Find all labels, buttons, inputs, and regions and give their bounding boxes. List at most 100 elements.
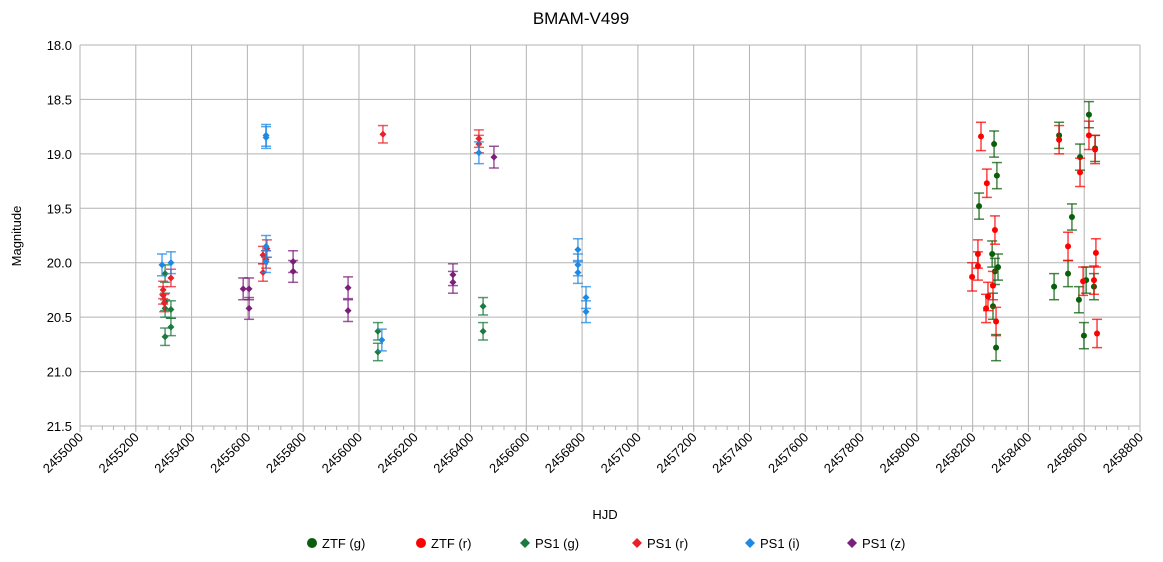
data-point: [1065, 243, 1072, 250]
data-point: [262, 131, 270, 139]
data-point: [993, 318, 1000, 325]
data-point: [378, 336, 386, 344]
data-point: [1075, 296, 1082, 303]
data-point: [245, 285, 253, 293]
data-point: [991, 227, 998, 234]
x-tick-label: 2455000: [40, 430, 86, 476]
data-point: [1051, 283, 1058, 290]
series-ps1-i: [157, 123, 592, 352]
y-tick-label: 18.5: [47, 92, 72, 107]
data-point: [1090, 277, 1097, 284]
x-tick-label: 2456600: [486, 430, 532, 476]
legend-marker: [416, 538, 426, 548]
y-tick-label: 18.0: [47, 38, 72, 53]
data-point: [1077, 169, 1084, 176]
data-point: [978, 133, 984, 140]
series-ztf-g: [974, 100, 1101, 362]
data-point: [1068, 213, 1075, 220]
x-axis-ticks: 2455000 2455200 2455400 2455600 2455800 24560…: [40, 430, 1146, 476]
data-point: [374, 348, 382, 356]
data-point: [379, 130, 387, 138]
data-point: [574, 269, 582, 277]
y-tick-label: 20.5: [47, 310, 72, 325]
data-point: [983, 180, 990, 187]
y-tick-label: 19.0: [47, 147, 72, 162]
y-tick-label: 21.5: [47, 419, 72, 434]
data-point: [167, 274, 175, 282]
x-tick-label: 2457800: [821, 430, 867, 476]
data-point: [1094, 330, 1101, 337]
x-tick-label: 2455400: [151, 430, 197, 476]
x-tick-label: 2458800: [1100, 430, 1146, 476]
data-point: [289, 267, 297, 275]
data-point: [239, 285, 247, 293]
legend-label: ZTF (r): [431, 536, 471, 551]
data-point: [983, 305, 990, 312]
data-point: [1085, 132, 1092, 139]
legend-marker: [632, 538, 642, 548]
x-tick-label: 2455600: [207, 430, 253, 476]
data-point: [969, 273, 976, 280]
data-point: [479, 327, 487, 335]
data-point: [167, 259, 175, 267]
x-tick-label: 2458000: [877, 430, 923, 476]
grid: [79, 44, 1141, 432]
x-tick-label: 2456200: [374, 430, 420, 476]
series-ps1-g: [160, 264, 489, 362]
data-point: [991, 141, 998, 148]
data-point: [259, 251, 267, 259]
data-point: [449, 278, 457, 286]
legend-label: PS1 (z): [862, 536, 905, 551]
legend-marker: [847, 538, 857, 548]
data-point: [1092, 249, 1099, 256]
y-axis-ticks: 18.0 18.5 19.0 19.5 20.0 20.5 21.0 21.5: [47, 38, 72, 434]
y-tick-label: 19.5: [47, 201, 72, 216]
x-tick-label: 2458600: [1044, 430, 1090, 476]
data-point: [1080, 332, 1087, 339]
legend-marker: [520, 538, 530, 548]
data-point: [974, 262, 981, 269]
data-point: [993, 344, 1000, 351]
data-point: [574, 246, 582, 254]
x-tick-label: 2457000: [598, 430, 644, 476]
data-point: [245, 304, 253, 312]
y-tick-label: 21.0: [47, 365, 72, 380]
data-point: [582, 308, 590, 316]
data-point: [1092, 146, 1099, 153]
data-point: [490, 153, 498, 161]
data-points: [157, 100, 1103, 362]
series-ztf-r: [967, 120, 1103, 349]
legend-label: PS1 (g): [535, 536, 579, 551]
x-tick-label: 2456400: [430, 430, 476, 476]
legend-label: ZTF (g): [322, 536, 365, 551]
data-point: [1065, 270, 1072, 277]
data-point: [160, 299, 168, 307]
x-tick-label: 2457200: [653, 430, 699, 476]
x-tick-label: 2458200: [932, 430, 978, 476]
x-axis-label: HJD: [592, 507, 617, 522]
y-axis-label: Magnitude: [9, 206, 24, 267]
x-tick-label: 2456800: [542, 430, 588, 476]
data-point: [989, 282, 996, 289]
data-point: [167, 323, 175, 331]
data-point: [1080, 278, 1087, 285]
data-point: [989, 303, 996, 310]
data-point: [479, 302, 487, 310]
x-tick-label: 2455800: [263, 430, 309, 476]
data-point: [158, 261, 166, 269]
data-point: [262, 258, 270, 266]
legend-label: PS1 (i): [760, 536, 800, 551]
legend-marker: [307, 538, 317, 548]
data-point: [976, 203, 983, 210]
data-point: [161, 304, 169, 312]
chart-title: BMAM-V499: [533, 9, 629, 28]
series-ps1-z: [238, 145, 499, 323]
data-point: [993, 172, 1000, 179]
data-point: [1056, 136, 1063, 143]
x-tick-label: 2455200: [96, 430, 142, 476]
x-tick-label: 2456000: [319, 430, 365, 476]
data-point: [262, 242, 270, 250]
x-tick-label: 2457400: [709, 430, 755, 476]
x-tick-label: 2457600: [765, 430, 811, 476]
